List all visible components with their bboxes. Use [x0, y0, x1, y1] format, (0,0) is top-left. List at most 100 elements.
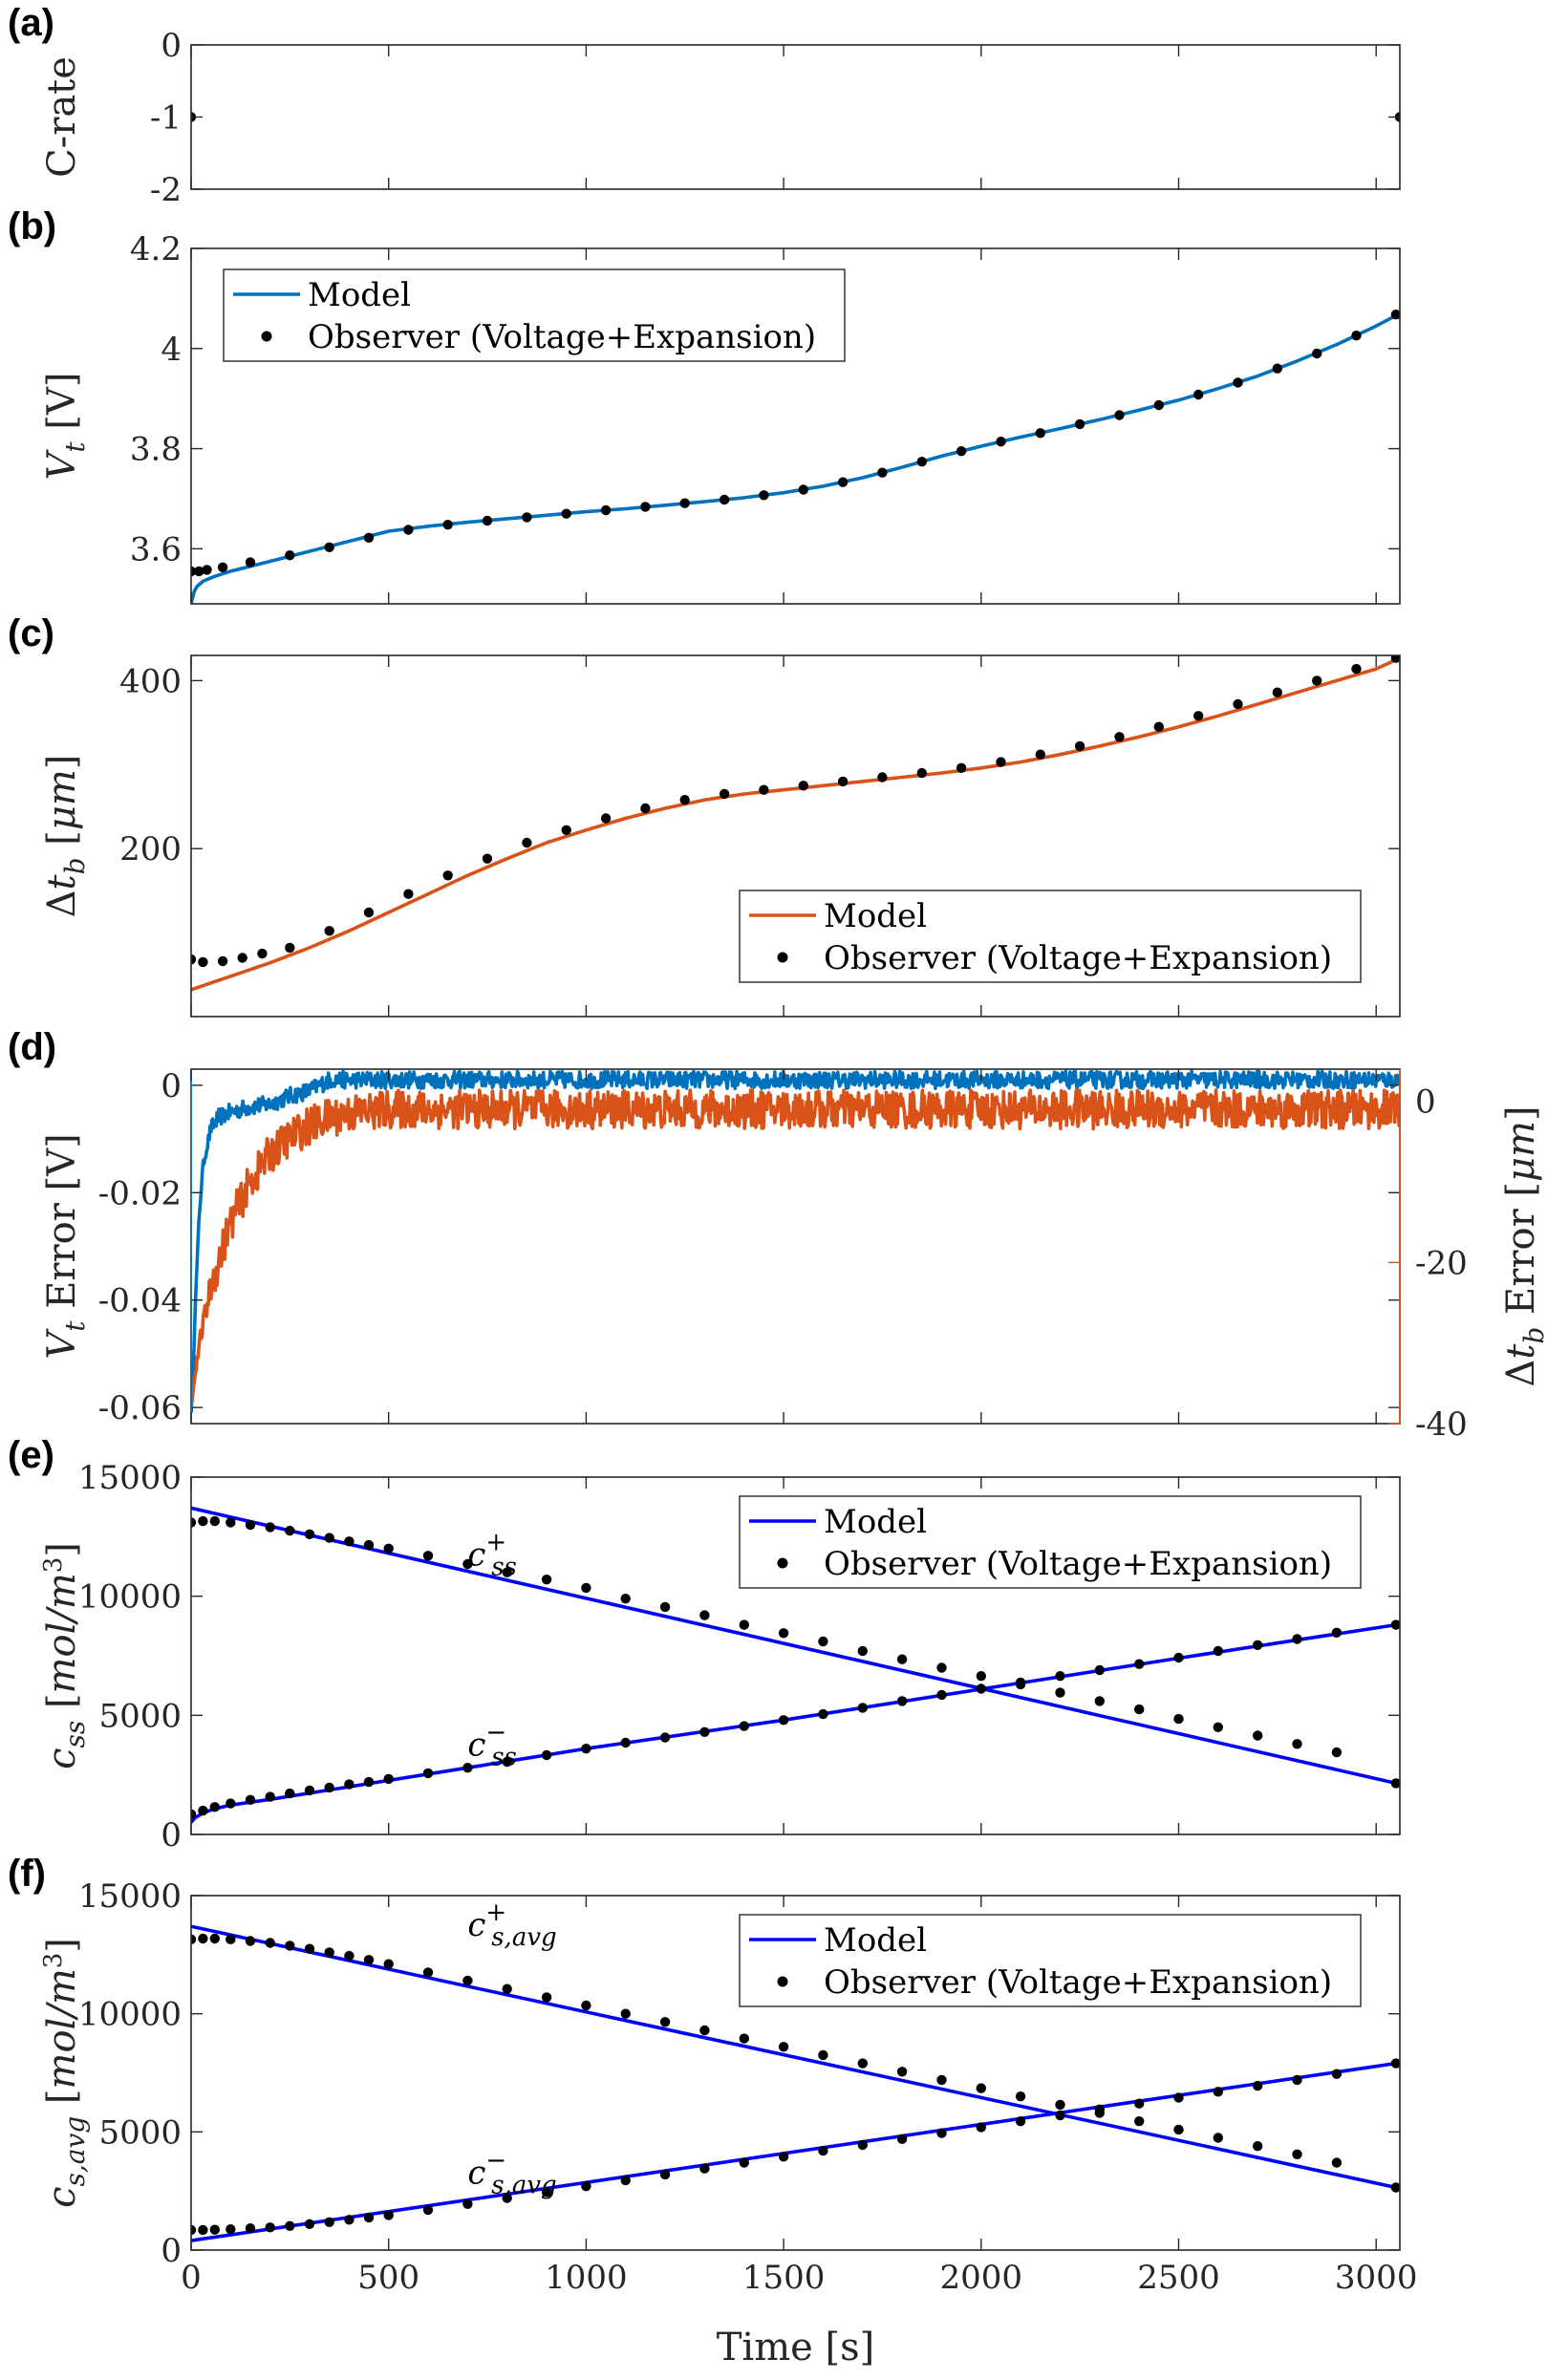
- observer-point: [344, 1779, 355, 1790]
- y-axis-label: Δtb [μm]: [40, 755, 91, 918]
- series-line-1: [191, 1088, 1400, 1408]
- observer-point: [1055, 1687, 1065, 1698]
- panel-e: 0 5000 10000 15000 (e) css [mol/m3] c+ ss c− ss Mo…: [8, 1434, 1401, 1855]
- observer-point: [237, 953, 247, 963]
- observer-point: [600, 813, 612, 824]
- observer-point: [798, 781, 808, 791]
- observer-point: [383, 1959, 394, 1969]
- observer-point: [1390, 310, 1400, 320]
- observer-point: [896, 1696, 908, 1706]
- legend-marker-swatch: [777, 952, 788, 963]
- observer-point: [245, 1936, 256, 1946]
- observer-point: [818, 1636, 828, 1647]
- axes-box: [190, 1476, 1401, 1835]
- observer-point: [1253, 2080, 1263, 2091]
- plot-area: [191, 1069, 1400, 1413]
- y-tick-label: 400: [119, 662, 182, 700]
- y-tick-label-right: -20: [1415, 1244, 1468, 1282]
- observer-point: [1094, 1664, 1106, 1676]
- legend-marker-swatch: [261, 331, 272, 342]
- observer-point: [541, 1992, 552, 2003]
- observer-point: [1213, 1645, 1224, 1657]
- panel-label: (d): [8, 1026, 56, 1068]
- observer-point: [522, 837, 532, 848]
- legend-entry-observer: Observer (Voltage+Expansion): [308, 318, 816, 356]
- observer-point: [1292, 2149, 1302, 2159]
- observer-point: [719, 494, 730, 505]
- observer-point: [857, 2058, 868, 2069]
- observer-point: [324, 926, 334, 936]
- x-tick-label: 500: [357, 2259, 419, 2297]
- observer-point: [442, 870, 453, 881]
- y-tick-label: 4: [161, 331, 182, 369]
- y-tick-label: -0.02: [98, 1174, 182, 1212]
- y-tick-label: 5000: [98, 1697, 182, 1735]
- observer-point: [462, 1975, 473, 1986]
- observer-point: [679, 498, 690, 508]
- x-tick-label: 3000: [1335, 2259, 1418, 2297]
- observer-point: [462, 1558, 473, 1570]
- observer-point: [285, 2220, 295, 2231]
- observer-point: [245, 1794, 256, 1806]
- observer-point: [1094, 1696, 1106, 1706]
- observer-point: [403, 525, 414, 535]
- observer-point: [1015, 1677, 1026, 1688]
- observer-point: [778, 2042, 789, 2052]
- observer-point: [581, 1582, 591, 1594]
- observer-point: [1173, 2092, 1184, 2103]
- observer-point: [363, 1539, 375, 1551]
- panel-c: 200 400 (c) Δtb [μm] Model Observer (Voltage+…: [8, 612, 1401, 1018]
- observer-point: [759, 490, 769, 501]
- legend-entry-model: Model: [824, 897, 927, 935]
- observer-point: [1193, 711, 1204, 721]
- observer-point: [1292, 2074, 1302, 2086]
- observer-point: [1390, 2182, 1400, 2193]
- observer-point: [462, 2198, 473, 2209]
- observer-point: [581, 2000, 591, 2011]
- observer-point: [1351, 331, 1362, 341]
- curve-annotation: c+ ss: [467, 1528, 517, 1581]
- series-line-0: [191, 311, 1400, 604]
- observer-point: [1074, 740, 1085, 752]
- observer-point: [581, 2181, 591, 2192]
- observer-point: [482, 515, 493, 526]
- y-tick-label-right: -40: [1415, 1405, 1468, 1444]
- observer-point: [936, 1662, 947, 1673]
- observer-point: [739, 1619, 749, 1630]
- y-tick-label: 5000: [98, 2113, 182, 2152]
- observer-point: [1331, 1627, 1343, 1639]
- observer-point: [191, 1809, 197, 1819]
- observer-point: [659, 1601, 671, 1613]
- observer-point: [265, 2222, 275, 2233]
- panel-label: (e): [8, 1434, 54, 1476]
- observer-point: [659, 2017, 671, 2027]
- observer-point: [976, 1683, 986, 1694]
- observer-point: [1253, 2141, 1263, 2152]
- observer-point: [1292, 1739, 1302, 1749]
- legend-entry-observer: Observer (Voltage+Expansion): [824, 1963, 1332, 2002]
- observer-point: [640, 803, 651, 814]
- observer-point: [1331, 2069, 1343, 2079]
- observer-point: [1134, 1704, 1145, 1715]
- observer-point: [818, 2145, 828, 2156]
- observer-point: [1074, 418, 1085, 430]
- observer-point: [620, 1594, 631, 1604]
- panel-label: (c): [8, 612, 54, 654]
- axes-box: [190, 44, 1401, 190]
- observer-point: [956, 762, 967, 773]
- observer-point: [422, 1967, 434, 1978]
- observer-point: [1153, 399, 1165, 411]
- y-tick-label: 0: [161, 1067, 182, 1105]
- observer-point: [877, 772, 888, 783]
- y-tick-label: 200: [119, 830, 182, 868]
- observer-point: [1134, 2098, 1145, 2109]
- observer-point: [976, 2122, 986, 2133]
- observer-point: [1015, 2091, 1026, 2102]
- observer-point: [403, 889, 414, 899]
- observer-point: [1312, 348, 1322, 359]
- observer-point: [778, 2152, 789, 2162]
- observer-point: [561, 825, 571, 835]
- observer-point: [422, 2204, 434, 2216]
